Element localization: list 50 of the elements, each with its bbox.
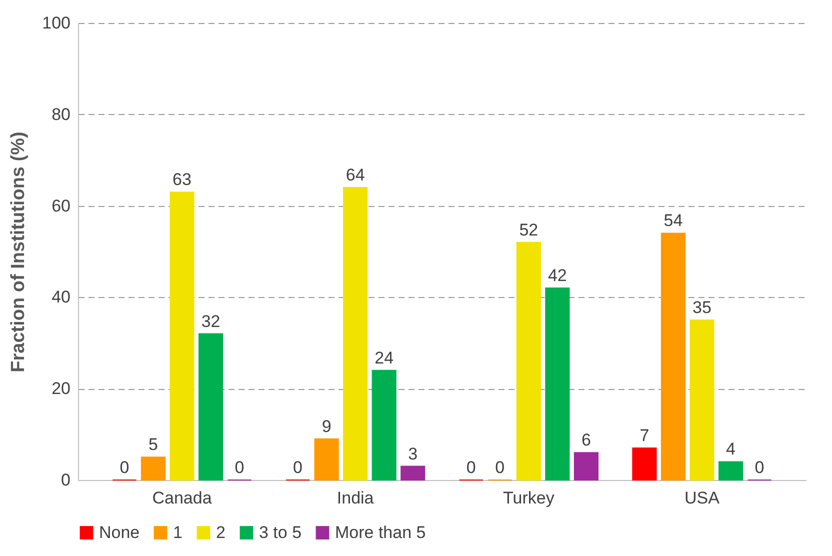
data-label: 52 bbox=[519, 220, 538, 240]
data-label: 54 bbox=[664, 211, 683, 230]
x-tick-label: Turkey bbox=[503, 488, 555, 508]
bar bbox=[140, 456, 166, 480]
data-label: 0 bbox=[495, 458, 505, 477]
y-tick-label: 0 bbox=[61, 470, 70, 490]
data-label: 0 bbox=[293, 458, 303, 477]
y-tick-label: 60 bbox=[52, 196, 70, 216]
bar bbox=[516, 242, 541, 480]
x-tick-label: Canada bbox=[152, 488, 212, 508]
y-tick-label: 20 bbox=[52, 379, 70, 398]
data-label: 4 bbox=[726, 440, 736, 459]
bar bbox=[372, 370, 396, 480]
bar bbox=[690, 320, 714, 480]
y-axis-title: Fraction of Institutions (%) bbox=[8, 132, 30, 372]
data-label: 35 bbox=[692, 298, 712, 318]
data-label: 24 bbox=[374, 348, 394, 368]
data-label: 64 bbox=[346, 166, 365, 185]
bar bbox=[314, 438, 339, 480]
bar bbox=[170, 192, 194, 480]
bar bbox=[343, 187, 368, 480]
data-label: 63 bbox=[172, 170, 192, 190]
data-label: 5 bbox=[148, 435, 158, 454]
bar bbox=[718, 461, 744, 480]
data-label: 0 bbox=[754, 458, 764, 477]
data-label: 6 bbox=[581, 430, 591, 450]
bar bbox=[574, 452, 598, 480]
legend-label: 3 to 5 bbox=[259, 522, 302, 542]
bar bbox=[400, 466, 426, 480]
x-tick-label: India bbox=[336, 488, 374, 508]
data-label: 3 bbox=[408, 444, 418, 464]
data-label: 0 bbox=[234, 458, 244, 477]
y-tick-label: 80 bbox=[52, 104, 70, 124]
bar bbox=[198, 333, 224, 480]
y-tick-label: 40 bbox=[52, 288, 70, 307]
data-label: 9 bbox=[322, 416, 332, 436]
x-tick-label: USA bbox=[684, 488, 720, 508]
data-label: 42 bbox=[548, 266, 567, 286]
data-label: 7 bbox=[640, 426, 650, 446]
bar bbox=[545, 288, 570, 480]
data-label: 0 bbox=[466, 458, 476, 477]
data-label: 32 bbox=[201, 312, 220, 331]
bar bbox=[660, 232, 686, 480]
legend-label: 1 bbox=[173, 522, 182, 542]
y-tick-label: 100 bbox=[42, 14, 70, 32]
bar bbox=[632, 448, 657, 480]
legend-label: 2 bbox=[216, 522, 226, 542]
legend-label: More than 5 bbox=[335, 522, 426, 542]
data-label: 0 bbox=[120, 458, 130, 477]
legend-label: None bbox=[99, 522, 140, 542]
